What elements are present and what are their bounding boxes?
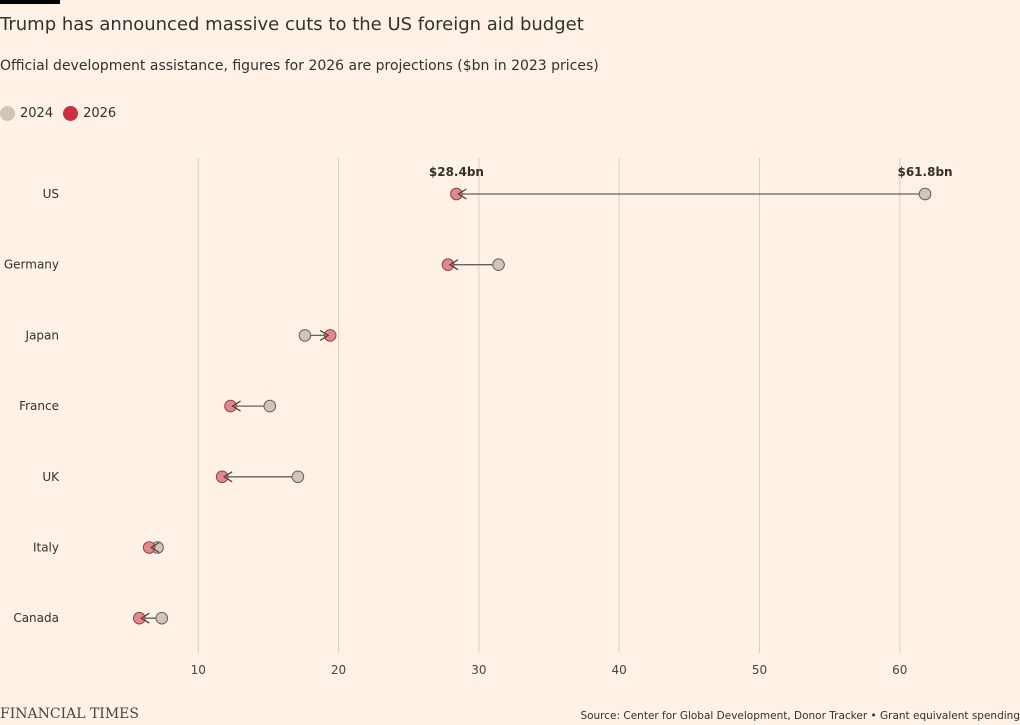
dot-2026 bbox=[323, 329, 337, 342]
value-annotation: $61.8bn bbox=[897, 165, 952, 179]
value-annotation: $28.4bn bbox=[429, 165, 484, 179]
category-label: UK bbox=[42, 470, 60, 484]
arrowhead bbox=[457, 188, 467, 200]
dot-2024 bbox=[918, 187, 932, 201]
category-label: US bbox=[43, 187, 59, 201]
category-label: Japan bbox=[25, 328, 59, 342]
category-label: Germany bbox=[4, 258, 59, 272]
dot-2026 bbox=[450, 187, 463, 201]
x-tick-label: 40 bbox=[612, 663, 627, 677]
x-tick-label: 60 bbox=[892, 663, 907, 677]
legend-item-2024: 2024 bbox=[0, 106, 53, 121]
dot-2024 bbox=[155, 611, 169, 625]
legend-label-2026: 2026 bbox=[83, 106, 117, 121]
legend-swatch-2026 bbox=[63, 106, 79, 121]
arrowhead bbox=[231, 400, 241, 412]
dot-2026 bbox=[224, 399, 237, 413]
x-tick-label: 30 bbox=[471, 663, 486, 677]
legend-item-2026: 2026 bbox=[63, 106, 116, 121]
arrowhead bbox=[319, 329, 330, 341]
chart-title: Trump has announced massive cuts to the … bbox=[0, 14, 584, 35]
dot-2024 bbox=[492, 258, 505, 271]
legend: 2024 2026 bbox=[0, 106, 126, 121]
arrowhead bbox=[140, 612, 150, 624]
arrowhead bbox=[448, 259, 459, 271]
dot-2024 bbox=[263, 399, 277, 413]
dot-2024 bbox=[291, 470, 305, 484]
brand-bar bbox=[0, 0, 60, 4]
category-label: France bbox=[19, 399, 59, 413]
x-tick-label: 20 bbox=[331, 663, 346, 677]
category-label: Canada bbox=[13, 611, 59, 625]
dumbbell-chart: 10 20 30 40 50 60 US Germany Japan France UK Italy C… bbox=[4, 158, 953, 677]
dot-2026 bbox=[133, 611, 146, 625]
arrowhead bbox=[149, 541, 160, 554]
dot-2024 bbox=[298, 329, 312, 342]
legend-swatch-2024 bbox=[0, 106, 15, 121]
source-note: Source: Center for Global Development, D… bbox=[580, 710, 1020, 722]
arrowhead bbox=[222, 471, 233, 483]
dot-2026 bbox=[441, 258, 455, 271]
dot-2026 bbox=[142, 541, 156, 554]
dot-2026 bbox=[215, 470, 229, 484]
x-tick-label: 10 bbox=[191, 663, 206, 677]
chart-subtitle: Official development assistance, figures… bbox=[0, 58, 599, 74]
x-tick-label: 50 bbox=[752, 663, 767, 677]
legend-label-2024: 2024 bbox=[20, 106, 54, 121]
ft-logo: FINANCIAL TIMES bbox=[0, 706, 139, 722]
category-label: Italy bbox=[33, 541, 59, 555]
